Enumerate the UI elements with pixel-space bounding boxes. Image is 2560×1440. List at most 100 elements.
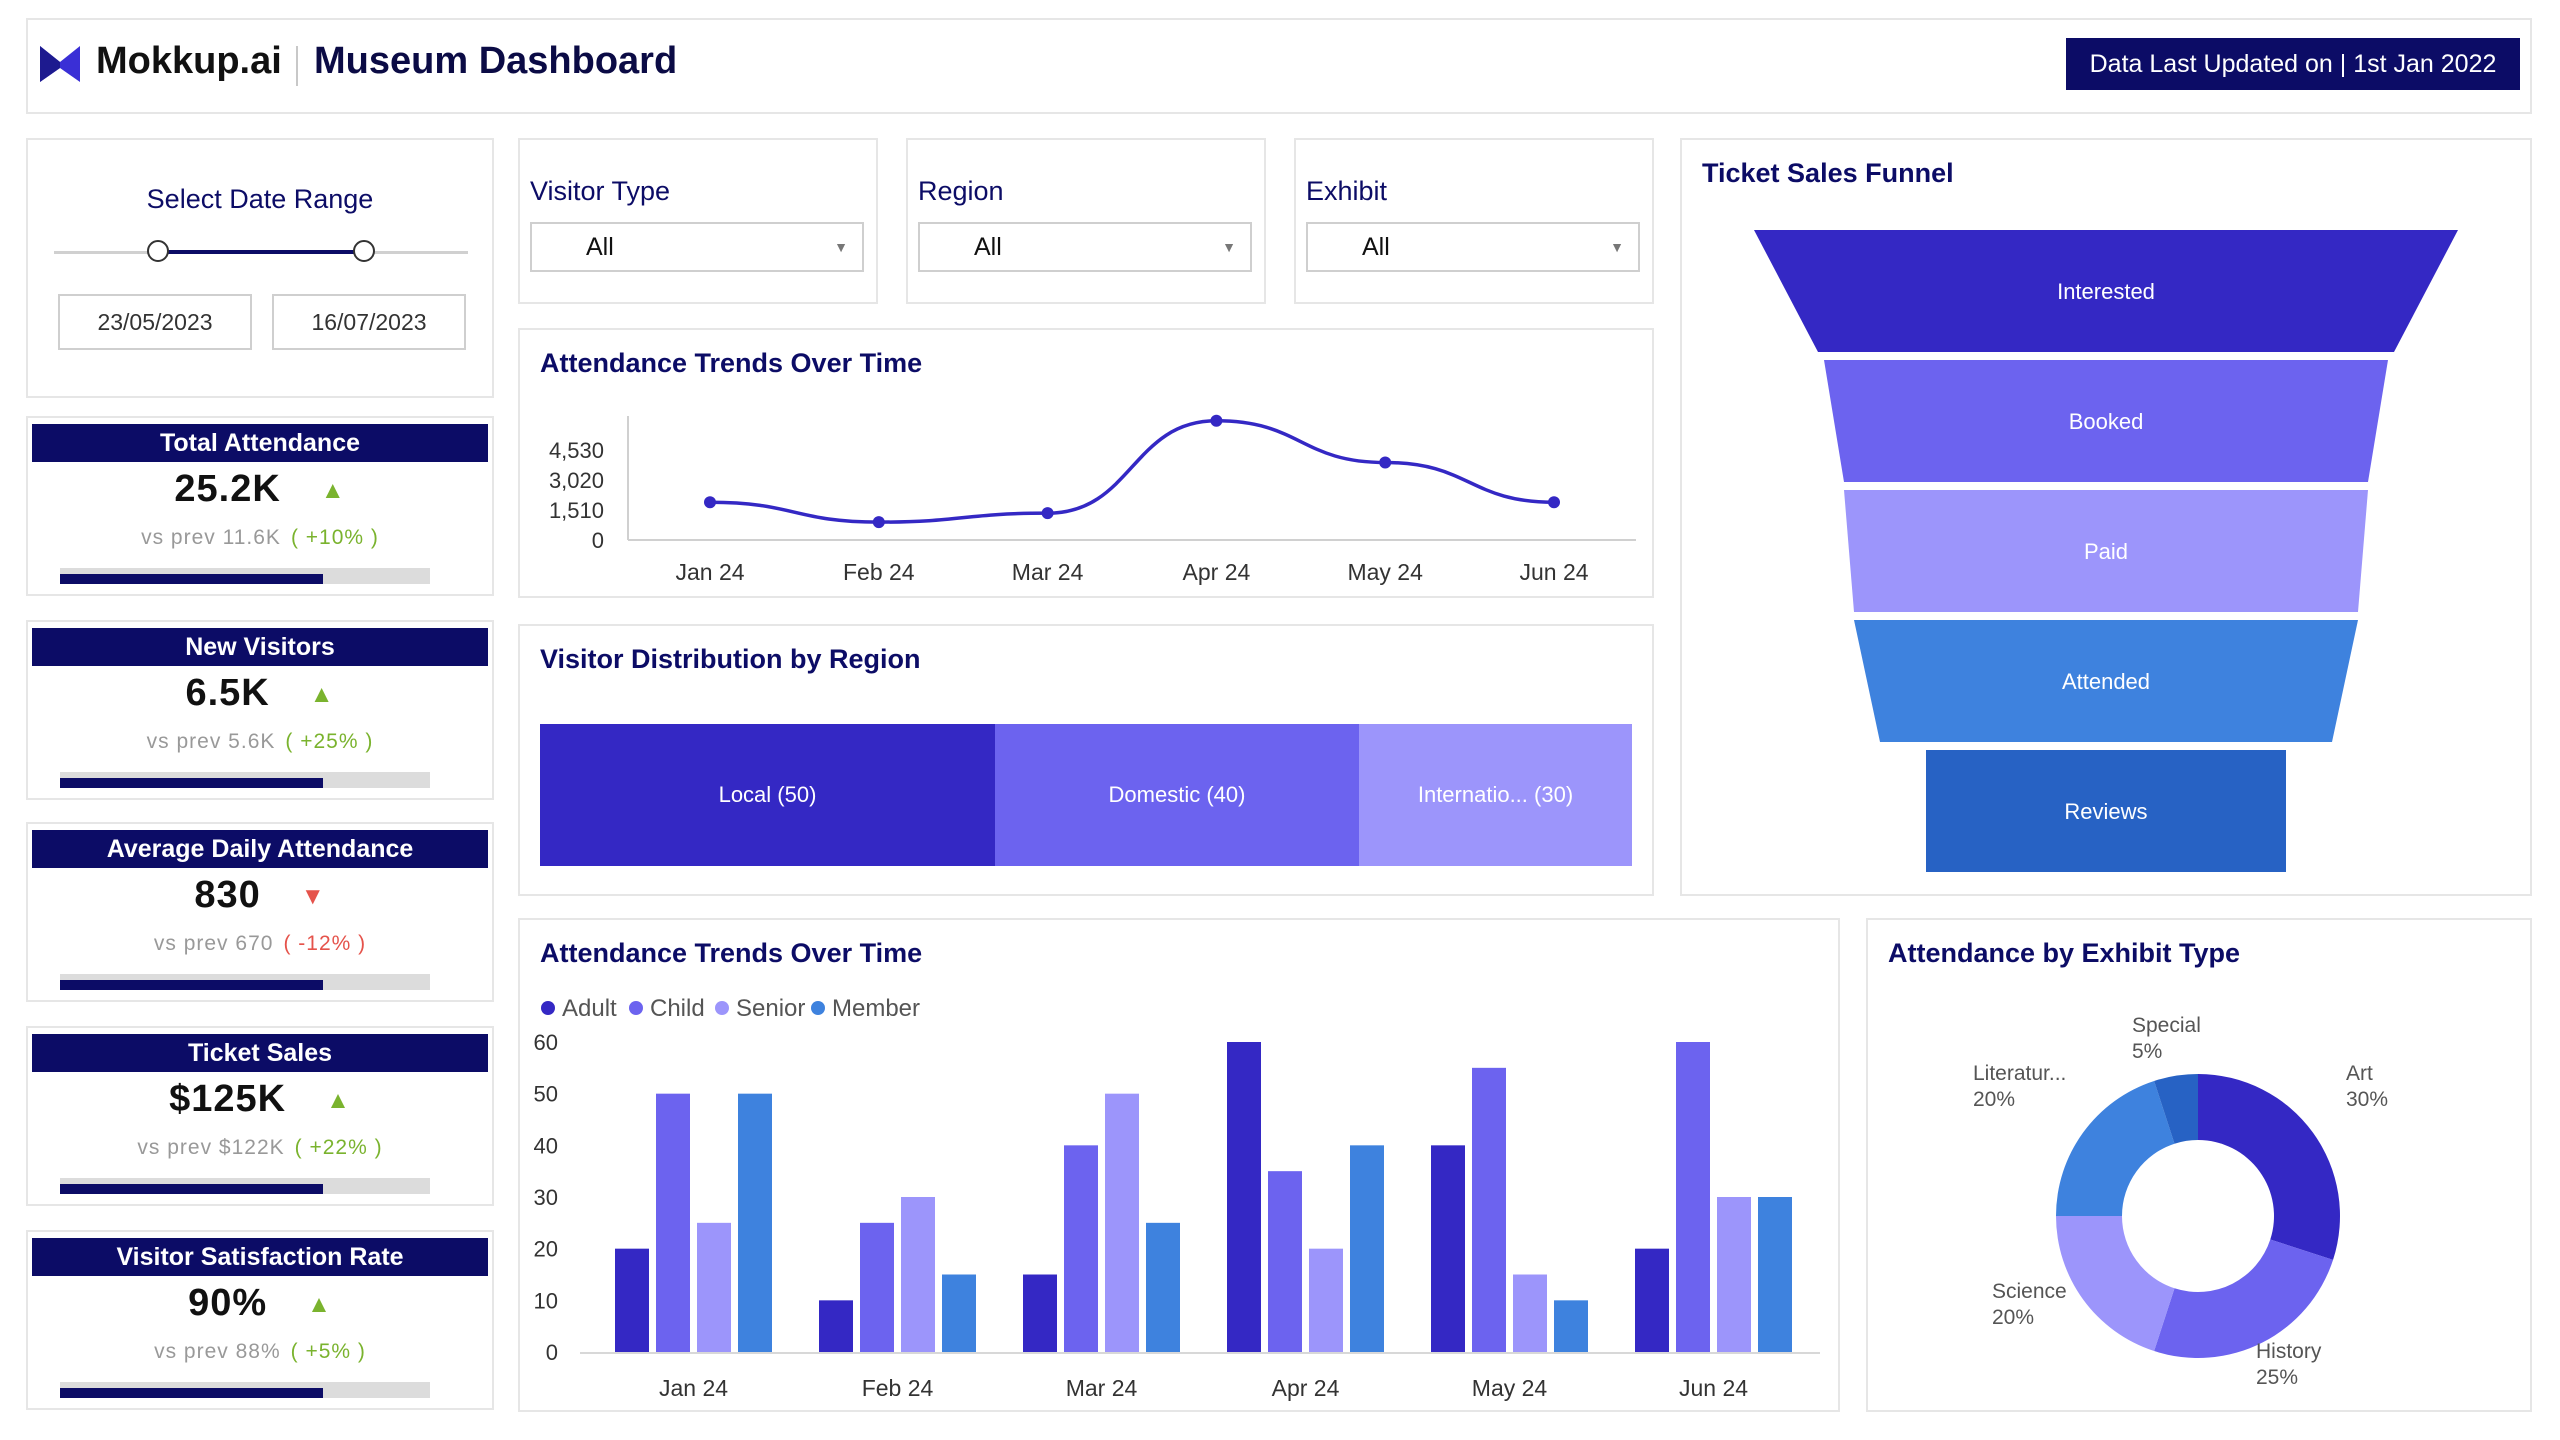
kpi-card-total-attendance: Total Attendance 25.2K ▲ vs prev 11.6K ( +… [26,416,494,596]
kpi-value: 6.5K [185,672,270,714]
kpi-change: ( -12% ) [283,932,367,955]
kpi-progress-bar [60,778,323,788]
date-slider-end-handle[interactable] [353,240,375,262]
date-range-title: Select Date Range [146,184,374,214]
x-tick-label: May 24 [1347,559,1423,585]
kpi-change: ( +25% ) [285,730,374,753]
chart-title: Attendance Trends Over Time [540,348,923,378]
slice-value-label: 20% [1992,1306,2034,1329]
mokkup-logo-icon [40,46,80,82]
region-segment[interactable]: Domestic (40) [995,724,1359,866]
kpi-title: Visitor Satisfaction Rate [32,1238,488,1276]
date-range-panel: Select Date Range 23/05/2023 16/07/2023 [26,138,494,398]
y-tick-label: 30 [534,1185,558,1210]
ticket-sales-funnel: Interested Booked Paid Attended Reviews [1754,230,2458,872]
kpi-change: ( +5% ) [290,1340,366,1363]
bar [860,1222,894,1352]
legend-label: Senior [736,995,805,1022]
triangle-up-icon: ▲ [309,680,335,708]
bar [1268,1171,1302,1352]
bar [1758,1197,1792,1352]
x-tick-label: Jan 24 [659,1375,728,1401]
bar [1635,1248,1669,1352]
bar [1146,1222,1180,1352]
data-point [704,496,716,509]
bar [1431,1145,1465,1352]
kpi-progress-bar [60,1184,323,1194]
visitor-type-dropdown[interactable]: All ▼ [530,222,864,272]
bar [1513,1274,1547,1352]
series-line [709,419,1555,524]
bar [1309,1248,1343,1352]
y-tick-label: 40 [534,1133,558,1158]
x-tick-label: Jun 24 [1679,1375,1748,1401]
funnel-stage [1926,750,2286,872]
funnel-stage-label: Booked [2069,409,2144,434]
bar [697,1222,731,1352]
kpi-progress-bar [60,1388,323,1398]
kpi-prev: vs prev 88% [154,1340,281,1363]
legend-marker [629,1001,643,1015]
chart-title: Attendance by Exhibit Type [1888,938,2241,968]
exhibit-dropdown[interactable]: All ▼ [1306,222,1640,272]
attendance-bar-chart-panel: Attendance Trends Over Time Adult Child Se… [518,918,1840,1412]
bar [1472,1067,1506,1352]
bar [1105,1093,1139,1352]
filter-region: Region All ▼ [906,138,1266,304]
kpi-value: 90% [188,1282,268,1324]
bar [738,1093,772,1352]
legend-marker [541,1001,555,1015]
chart-title: Ticket Sales Funnel [1702,158,1954,188]
attendance-line-chart-panel: Attendance Trends Over Time 0 1,510 3,020 4… [518,328,1654,598]
dropdown-value: All [1362,233,1390,261]
y-tick-label: 10 [534,1288,558,1313]
start-date-input[interactable]: 23/05/2023 [58,294,252,350]
exhibit-type-donut-chart: Art 30% History 25% Science 20% Literatur... 20… [1973,1014,2388,1389]
x-tick-label: Apr 24 [1272,1375,1340,1401]
funnel-stage [1854,620,2358,742]
funnel-stage [1844,490,2368,612]
brand-name: Mokkup.ai [96,40,282,82]
bar [1676,1042,1710,1352]
bar [1023,1274,1057,1352]
end-date-input[interactable]: 16/07/2023 [272,294,466,350]
x-tick-label: Mar 24 [1012,559,1084,585]
region-dropdown[interactable]: All ▼ [918,222,1252,272]
legend-label: Child [650,995,705,1022]
slice-value-label: 5% [2132,1040,2162,1063]
bar [942,1274,976,1352]
dropdown-value: All [586,233,614,261]
slice-value-label: 30% [2346,1088,2388,1111]
bar [1227,1042,1261,1352]
slice-label: History [2256,1340,2322,1363]
filter-visitor-type: Visitor Type All ▼ [518,138,878,304]
funnel-stage-label: Reviews [2064,799,2147,824]
y-tick-label: 4,530 [549,438,604,463]
slice-label: Art [2346,1062,2373,1085]
slice-value-label: 25% [2256,1366,2298,1389]
date-slider-range [158,250,364,254]
legend-marker [715,1001,729,1015]
kpi-prev: vs prev 670 [153,932,274,955]
slice-value-label: 20% [1973,1088,2015,1111]
region-segment[interactable]: Internatio... (30) [1359,724,1632,866]
donut-slice [2198,1074,2340,1260]
bar [656,1093,690,1352]
x-tick-label: Jan 24 [675,559,744,585]
kpi-card-new-visitors: New Visitors 6.5K ▲ vs prev 5.6K ( +25% ) [26,620,494,800]
slice-label: Science [1992,1280,2067,1303]
legend-label: Member [832,995,920,1022]
slice-label: Special [2132,1014,2201,1037]
bar [819,1300,853,1352]
attendance-line-chart: 0 1,510 3,020 4,530 Jan 24 Feb 24 Mar 24 Apr 24… [549,414,1636,585]
region-segment[interactable]: Local (50) [540,724,995,866]
legend-label: Adult [562,995,617,1022]
kpi-title: Ticket Sales [32,1034,488,1072]
y-tick-label: 0 [592,528,604,553]
filter-exhibit: Exhibit All ▼ [1294,138,1654,304]
donut-slice [2056,1216,2175,1352]
date-slider-start-handle[interactable] [147,240,169,262]
y-tick-label: 50 [534,1082,558,1107]
dropdown-value: All [974,233,1002,261]
chevron-down-icon: ▼ [1222,239,1236,255]
